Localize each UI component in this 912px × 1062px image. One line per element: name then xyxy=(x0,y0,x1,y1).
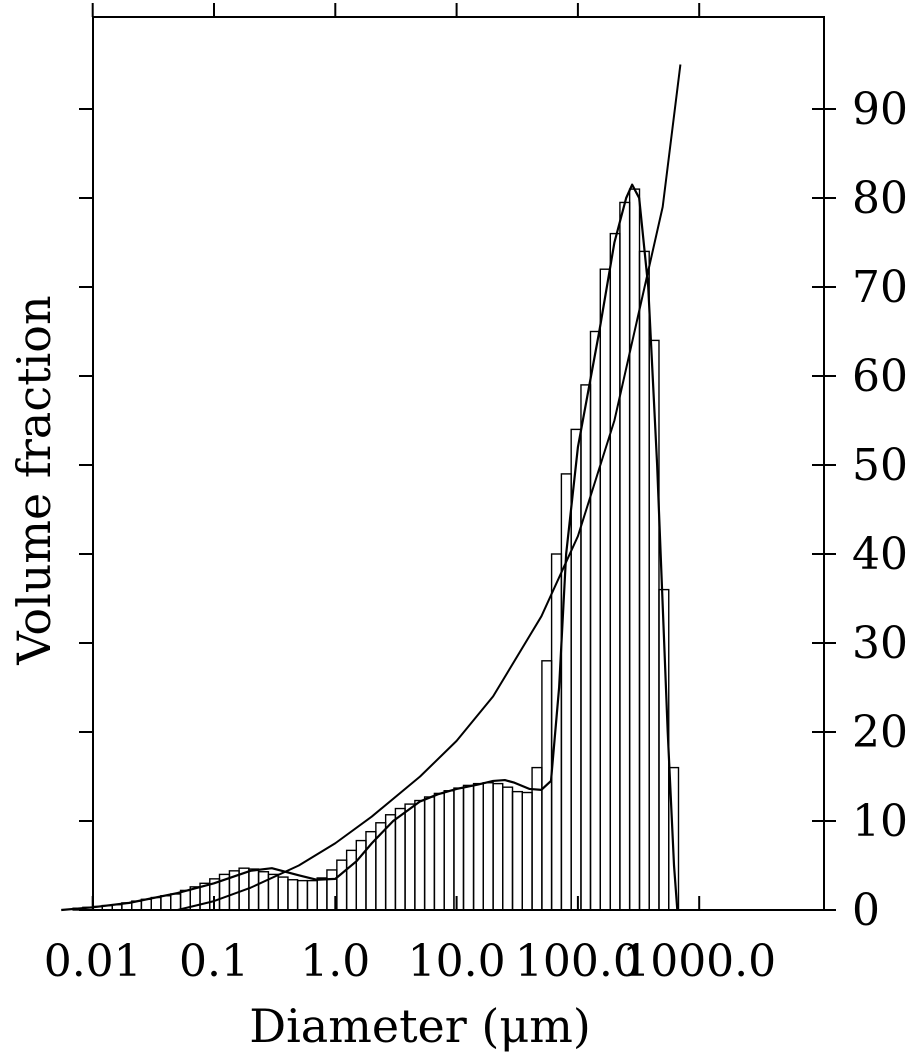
histogram-bar xyxy=(257,871,270,911)
histogram-bar xyxy=(560,473,572,911)
histogram-bar xyxy=(628,188,641,911)
y-tick-label: 40 xyxy=(852,529,908,580)
histogram-bar xyxy=(619,201,631,911)
histogram-bar xyxy=(521,791,533,911)
histogram-bar xyxy=(150,896,162,911)
histogram-bar xyxy=(248,868,260,911)
histogram-bar xyxy=(306,879,318,911)
histogram-bar xyxy=(580,384,592,911)
histogram-bar xyxy=(502,786,514,911)
x-tick-label: 10.0 xyxy=(408,936,506,987)
histogram-bar xyxy=(550,553,563,911)
cumulative-curve-line xyxy=(177,64,682,911)
x-axis-title: Diameter (μm) xyxy=(249,999,591,1053)
x-tick-label: 0.1 xyxy=(179,936,249,987)
histogram-bar xyxy=(345,849,358,911)
series-layer xyxy=(61,64,682,912)
histogram-bar xyxy=(443,790,455,911)
histogram-bar xyxy=(336,859,348,911)
histogram-bar xyxy=(316,877,328,911)
histogram-bar xyxy=(609,232,621,911)
histogram-bar xyxy=(384,814,397,911)
plot-frame xyxy=(92,16,825,911)
histogram-bar xyxy=(462,784,475,911)
x-tick-label: 1.0 xyxy=(300,936,370,987)
histogram-bar xyxy=(589,330,601,911)
y-tick-label: 70 xyxy=(852,262,908,313)
histogram-bar xyxy=(638,250,650,911)
histogram-bar xyxy=(472,782,485,911)
histogram-bar xyxy=(287,879,299,911)
y-tick-label: 0 xyxy=(852,885,880,936)
histogram-bar xyxy=(277,876,289,911)
histogram-bar xyxy=(599,268,611,911)
y-tick-label: 80 xyxy=(852,173,908,224)
histogram-bar xyxy=(296,879,309,911)
distribution-envelope-line xyxy=(61,183,679,912)
x-tick-label: 1000.0 xyxy=(622,936,776,987)
histogram-bar xyxy=(375,822,387,911)
histogram-bar xyxy=(160,895,172,911)
histogram-bar xyxy=(453,787,465,911)
histogram-bar xyxy=(170,893,182,911)
y-axis-ticks: 0 10 20 30 40 50 60 70 80 90 xyxy=(79,84,908,936)
histogram-bar xyxy=(414,799,426,911)
y-tick-label: 30 xyxy=(852,618,908,669)
histogram-bar xyxy=(423,796,436,911)
histogram-bar xyxy=(404,803,416,911)
y-tick-label: 10 xyxy=(852,796,908,847)
x-tick-label: 100.0 xyxy=(515,936,641,987)
histogram-bars xyxy=(72,188,680,911)
y-tick-label: 20 xyxy=(852,707,908,758)
y-tick-label: 60 xyxy=(852,351,908,402)
histogram-bar xyxy=(433,792,445,911)
y-axis-title: Volume fraction xyxy=(7,295,61,665)
y-tick-label: 90 xyxy=(852,84,908,135)
x-tick-label: 0.01 xyxy=(44,936,142,987)
histogram-bar xyxy=(511,790,524,911)
histogram-bar xyxy=(492,782,504,911)
histogram-bar xyxy=(394,807,406,911)
histogram-bar xyxy=(668,766,680,911)
y-tick-label: 50 xyxy=(852,440,908,491)
histogram-bar xyxy=(482,782,494,911)
